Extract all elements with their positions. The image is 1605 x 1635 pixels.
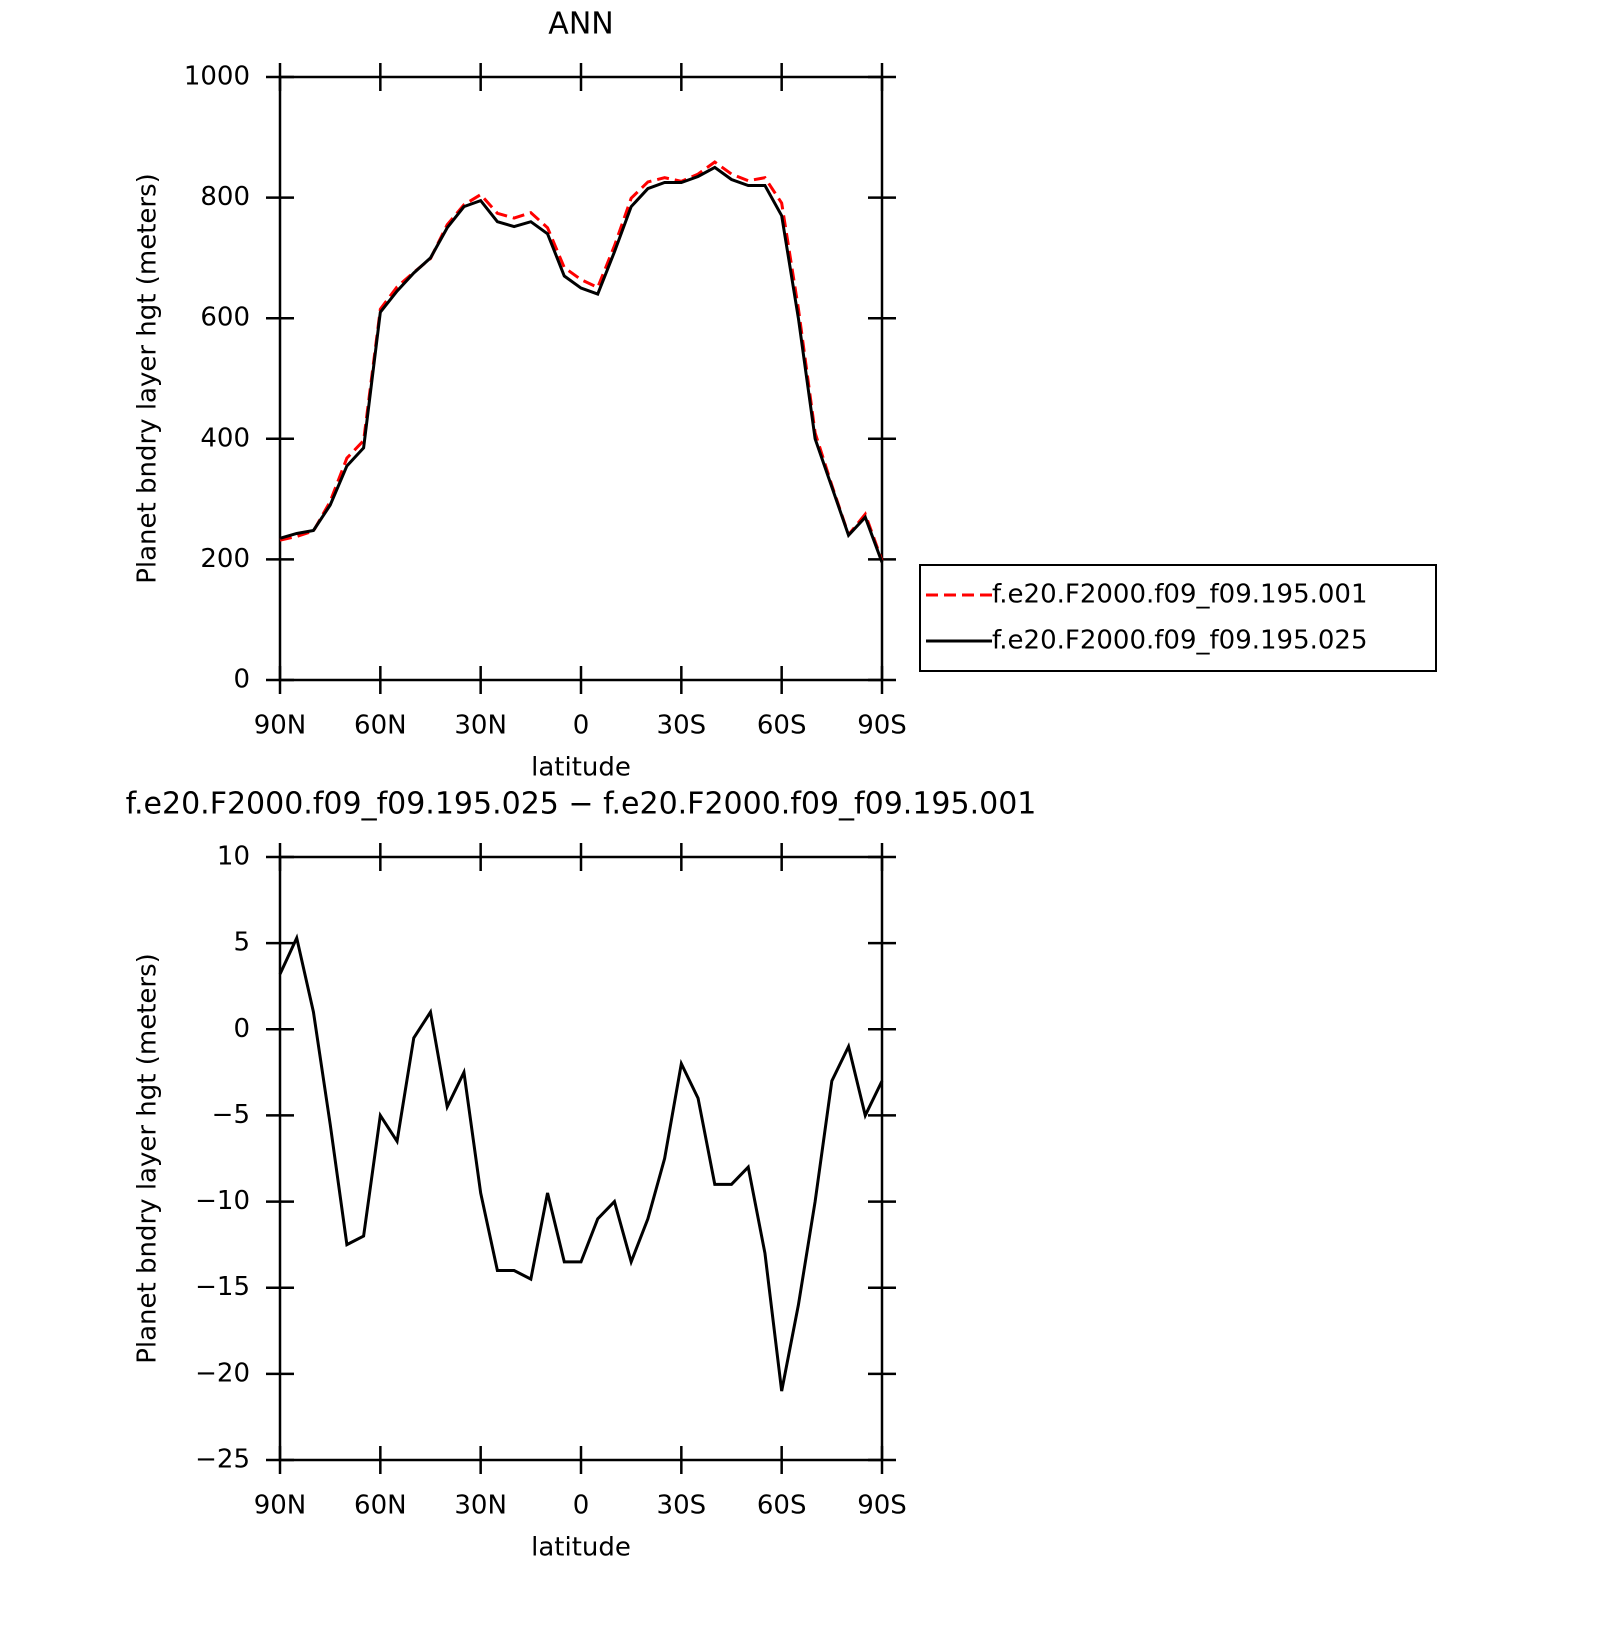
y-tick-label: 400 bbox=[200, 423, 250, 453]
x-tick-label: 30N bbox=[454, 711, 507, 741]
y-tick-label: 600 bbox=[200, 303, 250, 333]
y-tick-label: 1000 bbox=[184, 62, 250, 92]
x-tick-label: 90S bbox=[857, 711, 907, 741]
x-tick-label: 0 bbox=[573, 1491, 590, 1521]
y-tick-label: 5 bbox=[233, 928, 250, 958]
chart-title: ANN bbox=[548, 7, 613, 42]
y-tick-label: −5 bbox=[212, 1100, 250, 1130]
data-line bbox=[278, 933, 884, 1392]
chart-title: f.e20.F2000.f09_f09.195.025 − f.e20.F200… bbox=[126, 787, 1037, 822]
x-tick-label: 60S bbox=[757, 1491, 807, 1521]
x-axis-label: latitude bbox=[531, 753, 631, 783]
y-axis-label: Planet bndry layer hgt (meters) bbox=[133, 953, 163, 1364]
plot-frame bbox=[278, 855, 884, 1462]
x-tick-label: 60N bbox=[354, 1491, 407, 1521]
x-tick-label: 30S bbox=[657, 711, 707, 741]
x-axis-label: latitude bbox=[531, 1533, 631, 1563]
legend-label: f.e20.F2000.f09_f09.195.025 bbox=[992, 626, 1368, 656]
y-tick-label: −20 bbox=[195, 1358, 250, 1388]
y-axis-label: Planet bndry layer hgt (meters) bbox=[133, 173, 163, 584]
y-tick-label: 0 bbox=[233, 1014, 250, 1044]
y-tick-label: −15 bbox=[195, 1272, 250, 1302]
x-tick-label: 0 bbox=[573, 711, 590, 741]
legend-label: f.e20.F2000.f09_f09.195.001 bbox=[992, 580, 1368, 610]
y-tick-label: 10 bbox=[217, 842, 250, 872]
x-tick-label: 90N bbox=[254, 711, 307, 741]
data-line bbox=[279, 160, 884, 562]
legend-box bbox=[919, 564, 1437, 672]
y-tick-label: 800 bbox=[200, 182, 250, 212]
y-tick-label: −10 bbox=[195, 1186, 250, 1216]
y-tick-label: 0 bbox=[233, 665, 250, 695]
x-tick-label: 30N bbox=[454, 1491, 507, 1521]
x-tick-label: 90N bbox=[254, 1491, 307, 1521]
x-tick-label: 90S bbox=[857, 1491, 907, 1521]
x-tick-label: 30S bbox=[657, 1491, 707, 1521]
y-tick-label: −25 bbox=[195, 1445, 250, 1475]
data-line bbox=[279, 165, 884, 563]
y-tick-label: 200 bbox=[200, 544, 250, 574]
x-tick-label: 60S bbox=[757, 711, 807, 741]
x-tick-label: 60N bbox=[354, 711, 407, 741]
